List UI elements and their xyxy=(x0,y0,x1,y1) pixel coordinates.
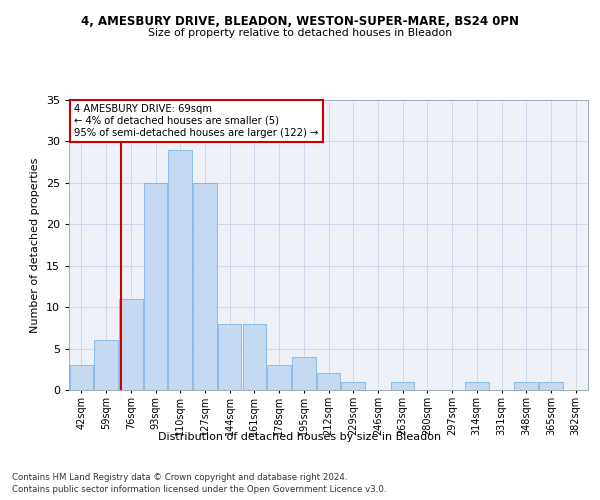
Bar xyxy=(514,382,538,390)
Bar xyxy=(539,382,563,390)
Text: Size of property relative to detached houses in Bleadon: Size of property relative to detached ho… xyxy=(148,28,452,38)
Bar xyxy=(317,374,340,390)
Text: Contains public sector information licensed under the Open Government Licence v3: Contains public sector information licen… xyxy=(12,485,386,494)
Bar xyxy=(391,382,415,390)
Bar xyxy=(193,183,217,390)
Bar xyxy=(144,183,167,390)
Bar xyxy=(341,382,365,390)
Text: Distribution of detached houses by size in Bleadon: Distribution of detached houses by size … xyxy=(158,432,442,442)
Bar xyxy=(119,299,143,390)
Y-axis label: Number of detached properties: Number of detached properties xyxy=(30,158,40,332)
Bar xyxy=(70,365,93,390)
Bar xyxy=(169,150,192,390)
Bar xyxy=(268,365,291,390)
Bar xyxy=(292,357,316,390)
Bar xyxy=(218,324,241,390)
Text: 4, AMESBURY DRIVE, BLEADON, WESTON-SUPER-MARE, BS24 0PN: 4, AMESBURY DRIVE, BLEADON, WESTON-SUPER… xyxy=(81,15,519,28)
Text: Contains HM Land Registry data © Crown copyright and database right 2024.: Contains HM Land Registry data © Crown c… xyxy=(12,472,347,482)
Bar xyxy=(94,340,118,390)
Text: 4 AMESBURY DRIVE: 69sqm
← 4% of detached houses are smaller (5)
95% of semi-deta: 4 AMESBURY DRIVE: 69sqm ← 4% of detached… xyxy=(74,104,319,138)
Bar xyxy=(242,324,266,390)
Bar xyxy=(465,382,488,390)
